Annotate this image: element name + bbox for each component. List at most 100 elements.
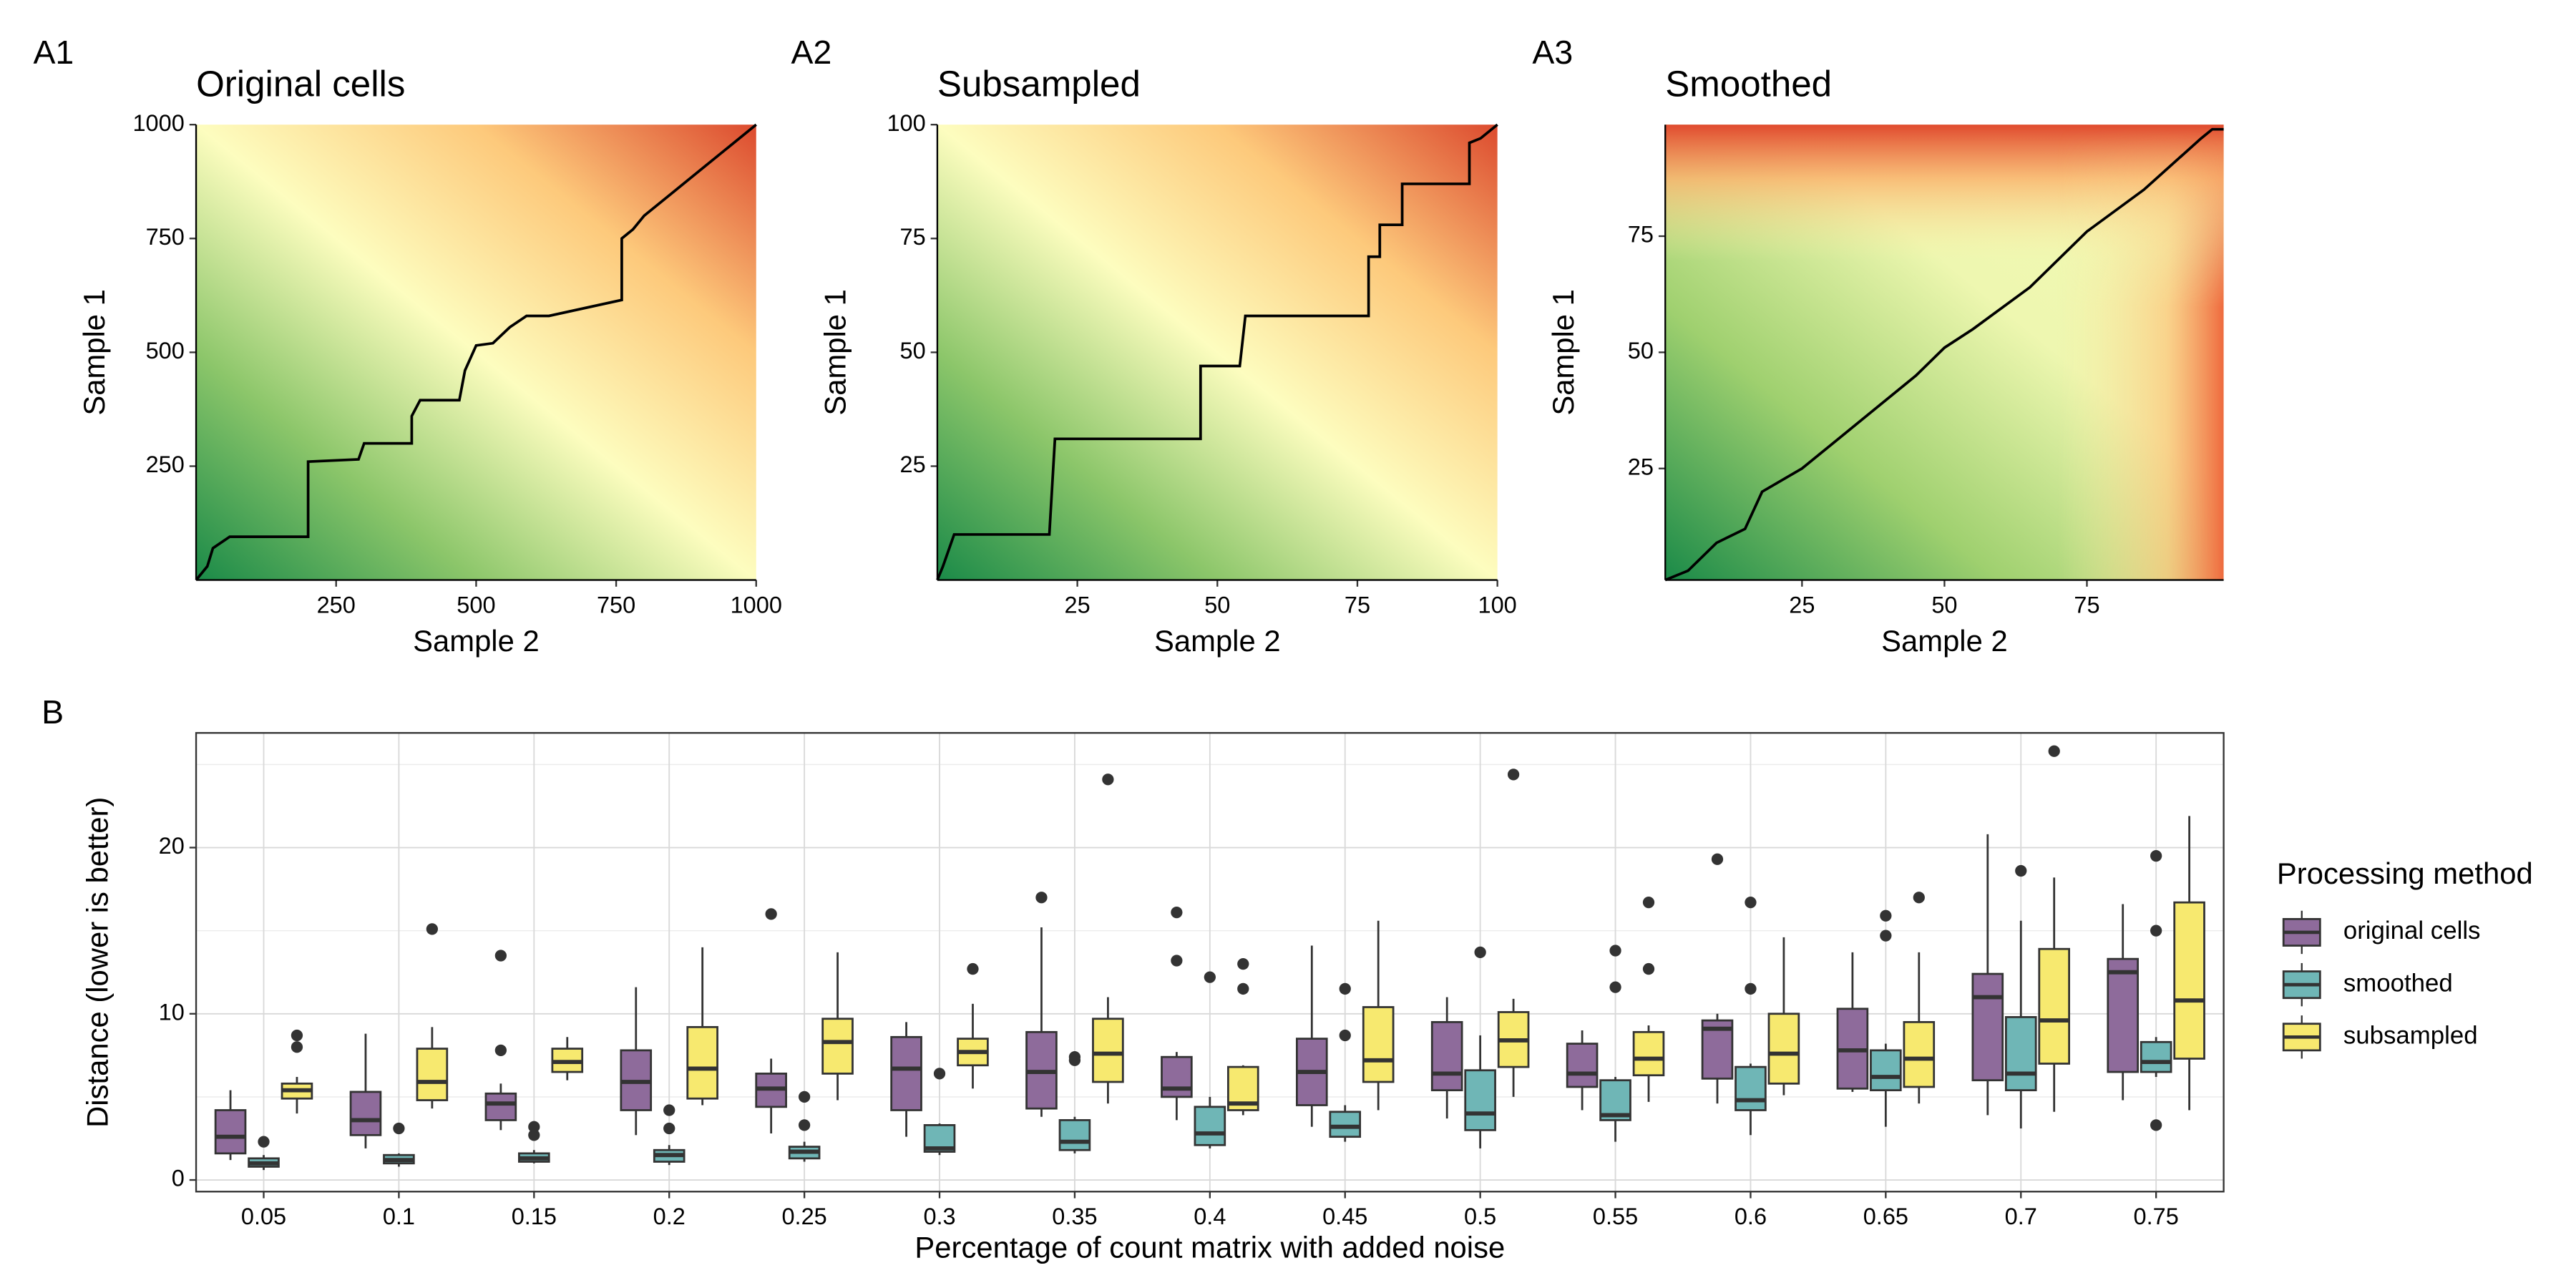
y-tick-label: 250: [146, 452, 185, 477]
box: [1058, 1119, 1091, 1151]
x-tick-label: 0.7: [2005, 1204, 2037, 1229]
outlier: [2150, 850, 2162, 862]
x-axis-label: Sample 2: [413, 624, 540, 658]
outlier: [1237, 982, 1249, 995]
outlier: [1913, 892, 1925, 904]
box: [1464, 1069, 1496, 1131]
warping-path: [936, 123, 1498, 581]
legend-title: Processing method: [2277, 857, 2533, 890]
heatmap-fill: [937, 125, 1498, 580]
outlier: [528, 1129, 540, 1141]
outlier: [291, 1041, 303, 1053]
outlier: [1745, 982, 1757, 995]
y-tick-label: 750: [146, 224, 185, 250]
outlier: [765, 908, 777, 920]
y-tick-label: 10: [159, 999, 185, 1025]
outlier: [1507, 769, 1520, 781]
x-axis-label: Sample 2: [1881, 624, 2008, 658]
x-tick-label: 75: [1345, 592, 1370, 618]
chart-title: Smoothed: [1665, 63, 1832, 104]
outlier: [1171, 955, 1183, 967]
box: [2173, 901, 2205, 1060]
x-tick-label: 0.5: [1464, 1204, 1496, 1229]
x-tick-label: 0.75: [2134, 1204, 2179, 1229]
x-tick-label: 500: [457, 592, 495, 618]
outlier: [494, 950, 507, 962]
outlier: [2015, 864, 2027, 877]
outlier: [799, 1119, 811, 1131]
y-tick-label: 20: [159, 833, 185, 859]
box: [2004, 1016, 2037, 1092]
outlier: [663, 1122, 675, 1135]
box: [2107, 957, 2140, 1073]
y-tick-label: 25: [1628, 454, 1654, 479]
x-tick-label: 25: [1065, 592, 1091, 618]
box: [686, 1025, 718, 1100]
outlier: [1237, 957, 1249, 970]
box: [890, 1035, 922, 1111]
box: [214, 1109, 247, 1155]
x-tick-label: 0.4: [1194, 1204, 1226, 1229]
x-tick-label: 75: [2074, 592, 2099, 618]
outlier: [1339, 982, 1351, 995]
legend-label: smoothed: [2343, 969, 2453, 997]
panel-label: B: [42, 693, 64, 731]
x-axis-label: Sample 2: [1154, 624, 1281, 658]
x-tick-label: 0.3: [923, 1204, 955, 1229]
outlier: [663, 1104, 675, 1116]
y-axis-label: Sample 1: [1546, 289, 1580, 416]
x-tick-label: 0.1: [383, 1204, 415, 1229]
y-tick-label: 500: [146, 338, 185, 364]
box: [1194, 1106, 1226, 1146]
x-tick-label: 0.45: [1322, 1204, 1367, 1229]
outlier: [1339, 1029, 1351, 1042]
box: [1092, 1018, 1124, 1083]
box: [1632, 1030, 1665, 1077]
box: [484, 1092, 517, 1121]
outlier: [426, 923, 438, 935]
x-tick-label: 750: [597, 592, 635, 618]
box: [1767, 1013, 1800, 1085]
legend-label: original cells: [2343, 917, 2481, 945]
x-tick-label: 50: [1931, 592, 1957, 618]
outlier: [2048, 745, 2060, 757]
outlier: [393, 1122, 405, 1135]
outlier: [1171, 906, 1183, 919]
x-tick-label: 0.25: [781, 1204, 826, 1229]
outlier: [1102, 774, 1114, 786]
x-tick-label: 0.65: [1863, 1204, 1908, 1229]
x-tick-label: 0.2: [653, 1204, 686, 1229]
outlier: [1068, 1051, 1081, 1063]
y-tick-label: 75: [1628, 222, 1654, 248]
x-tick-label: 1000: [731, 592, 782, 618]
panel-label: A3: [1532, 34, 1573, 71]
box: [1161, 1055, 1193, 1098]
outlier: [2150, 924, 2162, 937]
x-tick-label: 250: [317, 592, 356, 618]
box: [1430, 1020, 1463, 1092]
outlier: [528, 1121, 540, 1133]
chart-title: Subsampled: [937, 63, 1141, 104]
outlier: [933, 1068, 946, 1080]
box: [1735, 1065, 1767, 1111]
legend-label: subsampled: [2343, 1021, 2478, 1049]
x-tick-label: 0.05: [241, 1204, 286, 1229]
y-tick-label: 25: [900, 452, 926, 477]
box: [349, 1091, 382, 1136]
warping-path: [195, 123, 757, 581]
outlier: [1642, 962, 1655, 975]
outlier: [1474, 946, 1486, 958]
outlier: [967, 962, 979, 975]
box: [1362, 1006, 1395, 1083]
outlier: [1642, 897, 1655, 909]
outlier: [1880, 930, 1892, 942]
y-axis-label: Sample 1: [77, 289, 111, 416]
box: [2140, 1040, 2172, 1073]
outlier: [1711, 853, 1724, 865]
box: [416, 1048, 449, 1101]
warping-path: [1664, 127, 2224, 582]
x-tick-label: 50: [1204, 592, 1230, 618]
y-tick-label: 1000: [132, 110, 184, 136]
